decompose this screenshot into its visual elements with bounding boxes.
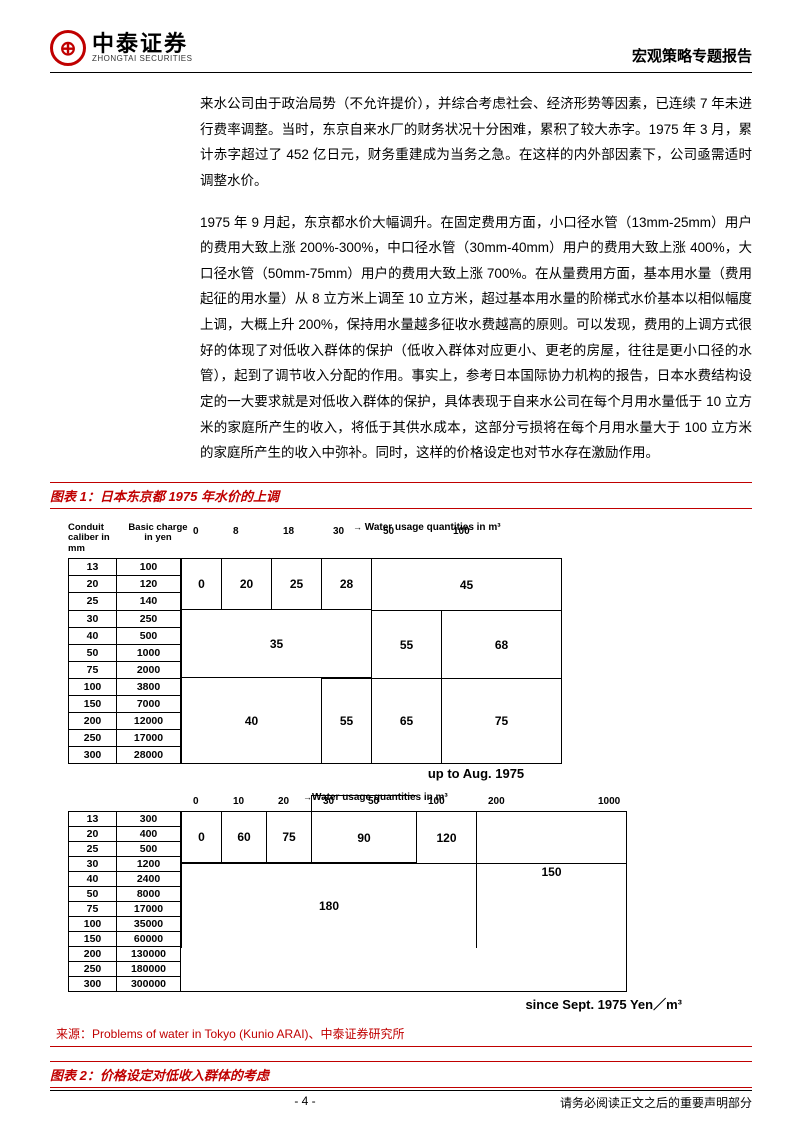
cell-a-55b: 55: [321, 678, 371, 763]
table-cell-basic: 3800: [117, 678, 181, 695]
table-cell-basic: 12000: [117, 712, 181, 729]
source-divider: [50, 1046, 752, 1047]
table-cell-caliber: 150: [69, 932, 117, 947]
cell-a-55a: 55: [371, 610, 441, 678]
table-cell-basic: 2000: [117, 661, 181, 678]
table-cell-basic: 2400: [117, 872, 181, 887]
cell-a-35: 35: [181, 610, 371, 678]
table-cell-caliber: 100: [69, 678, 117, 695]
table-b-basics: 1330020400255003012004024005080007517000…: [68, 811, 181, 992]
cell-b-180: 180: [181, 863, 476, 948]
table-cell-caliber: 50: [69, 644, 117, 661]
chart-1-title-row: 图表 1：日本东京都 1975 年水价的上调: [50, 482, 752, 509]
header-divider: [50, 72, 752, 73]
tick-b-1: 10: [233, 796, 278, 807]
table-cell-basic: 300000: [117, 977, 181, 992]
table-cell-basic: 130000: [117, 947, 181, 962]
table-cell-basic: 35000: [117, 917, 181, 932]
table-cell-caliber: 100: [69, 917, 117, 932]
table-cell-caliber: 75: [69, 902, 117, 917]
cell-a-75: 75: [441, 678, 561, 763]
table-cell-caliber: 30: [69, 610, 117, 627]
caption-b: since Sept. 1975 Yen／m³: [60, 994, 742, 1013]
table-cell-caliber: 40: [69, 872, 117, 887]
tick-b-7: 1000: [598, 796, 620, 807]
table-cell-basic: 180000: [117, 962, 181, 977]
tick-b-6: 200: [488, 796, 598, 807]
table-cell-caliber: 300: [69, 977, 117, 992]
table-cell-caliber: 300: [69, 747, 117, 764]
logo-name-en: ZHONGTAI SECURITIES: [92, 55, 192, 63]
cell-a-20: 20: [221, 559, 271, 610]
page-number: - 4 -: [50, 1094, 560, 1111]
cell-a-0: 0: [181, 559, 221, 610]
cell-a-25: 25: [271, 559, 321, 610]
usage-header-a: Water usage quantities in m³: [365, 522, 501, 533]
cell-a-45: 45: [371, 559, 561, 610]
chart-2-title: 图表 2：价格设定对低收入群体的考虑: [50, 1068, 269, 1083]
table-cell-basic: 7000: [117, 695, 181, 712]
company-logo: ⊕ 中泰证券 ZHONGTAI SECURITIES: [50, 30, 192, 66]
tick-b-0: 0: [193, 796, 233, 807]
paragraph-1: 来水公司由于政治局势（不允许提价），并综合考虑社会、经济形势等因素，已连续 7 …: [200, 91, 752, 194]
table-cell-basic: 8000: [117, 887, 181, 902]
table-cell-caliber: 75: [69, 661, 117, 678]
table-cell-basic: 17000: [117, 902, 181, 917]
table-cell-basic: 300: [117, 812, 181, 827]
cell-b-120: 120: [416, 812, 476, 863]
tick-a-1: 8: [233, 526, 283, 537]
chart-1-source: 来源：Problems of water in Tokyo (Kunio ARA…: [56, 1025, 752, 1042]
table-cell-basic: 60000: [117, 932, 181, 947]
tick-a-2: 18: [283, 526, 333, 537]
page-header: ⊕ 中泰证券 ZHONGTAI SECURITIES 宏观策略专题报告: [50, 30, 752, 66]
cell-a-68: 68: [441, 610, 561, 678]
table-cell-caliber: 150: [69, 695, 117, 712]
table-cell-basic: 28000: [117, 747, 181, 764]
table-cell-caliber: 20: [69, 576, 117, 593]
arrow-icon: →: [353, 522, 362, 532]
cell-a-65: 65: [371, 678, 441, 763]
footer-disclaimer: 请务必阅读正文之后的重要声明部分: [560, 1094, 752, 1111]
table-cell-basic: 140: [117, 593, 181, 610]
paragraph-2: 1975 年 9 月起，东京都水价大幅调升。在固定费用方面，小口径水管（13mm…: [200, 210, 752, 466]
table-cell-caliber: 250: [69, 962, 117, 977]
table-cell-basic: 120: [117, 576, 181, 593]
table-cell-caliber: 25: [69, 842, 117, 857]
table-cell-caliber: 25: [69, 593, 117, 610]
chart-1-content: Conduit caliber in mm Basic charge in ye…: [50, 509, 752, 1019]
table-cell-caliber: 200: [69, 712, 117, 729]
table-cell-basic: 1200: [117, 857, 181, 872]
table-cell-caliber: 13: [69, 559, 117, 576]
cell-a-28: 28: [321, 559, 371, 610]
table-cell-caliber: 200: [69, 947, 117, 962]
table-cell-basic: 100: [117, 559, 181, 576]
table-cell-basic: 500: [117, 627, 181, 644]
body-content: 来水公司由于政治局势（不允许提价），并综合考虑社会、经济形势等因素，已连续 7 …: [200, 91, 752, 466]
table-a-basics: 1310020120251403025040500501000752000100…: [68, 558, 181, 764]
chart-2-title-row: 图表 2：价格设定对低收入群体的考虑: [50, 1061, 752, 1088]
col-header-caliber: Conduit caliber in mm: [68, 523, 123, 554]
table-cell-caliber: 20: [69, 827, 117, 842]
table-cell-caliber: 30: [69, 857, 117, 872]
table-cell-caliber: 50: [69, 887, 117, 902]
logo-icon: ⊕: [50, 30, 86, 66]
cell-a-40: 40: [181, 678, 321, 763]
table-cell-caliber: 250: [69, 730, 117, 747]
table-cell-basic: 1000: [117, 644, 181, 661]
report-type: 宏观策略专题报告: [632, 45, 752, 66]
chart-1-title: 图表 1：日本东京都 1975 年水价的上调: [50, 489, 279, 504]
table-cell-basic: 250: [117, 610, 181, 627]
table-cell-basic: 500: [117, 842, 181, 857]
table-cell-basic: 17000: [117, 730, 181, 747]
table-cell-basic: 400: [117, 827, 181, 842]
table-cell-caliber: 13: [69, 812, 117, 827]
col-header-basic: Basic charge in yen: [123, 523, 193, 544]
caption-a: up to Aug. 1975: [60, 766, 742, 781]
table-cell-caliber: 40: [69, 627, 117, 644]
page-footer: - 4 - 请务必阅读正文之后的重要声明部分: [50, 1090, 752, 1111]
tick-a-0: 0: [193, 526, 233, 537]
logo-name-cn: 中泰证券: [92, 33, 192, 55]
